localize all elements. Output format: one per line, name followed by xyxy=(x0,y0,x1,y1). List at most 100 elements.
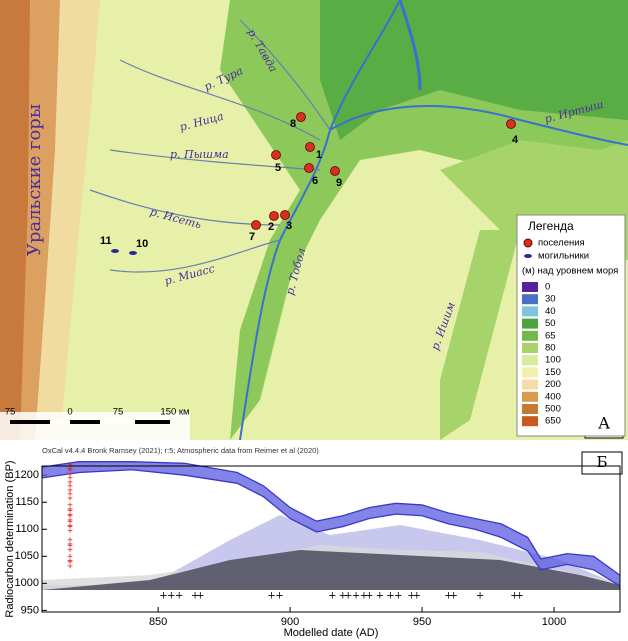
modelled-date: + xyxy=(516,591,524,602)
legend-label: 65 xyxy=(545,330,556,341)
measurement: ‡ xyxy=(67,475,73,487)
distributions xyxy=(42,515,620,590)
plot-frame xyxy=(41,465,621,613)
sites xyxy=(111,112,516,255)
x-axis-title: Modelled date (AD) xyxy=(284,627,379,639)
scale-label: 75 xyxy=(113,407,124,418)
x-tick-label: 950 xyxy=(413,616,431,628)
y-tick-label: 1100 xyxy=(15,523,39,535)
measurement: ‡ xyxy=(67,512,73,524)
measurement: ‡ xyxy=(67,507,73,519)
modelled-date: + xyxy=(167,591,175,602)
modelled-date: + xyxy=(365,591,373,602)
legend-swatch xyxy=(522,391,538,402)
scale-label: 150 км xyxy=(160,407,189,418)
site-label: 9 xyxy=(336,177,342,189)
modelled-date: + xyxy=(339,591,347,602)
legend-swatch xyxy=(522,367,538,378)
site-label: 1 xyxy=(316,149,322,161)
legend-swatch xyxy=(522,379,538,390)
legend-label: 50 xyxy=(545,318,556,329)
legend-label: 0 xyxy=(545,282,550,293)
mountains-label: Уральские горы xyxy=(24,104,45,256)
legend-swatch xyxy=(522,416,538,427)
legend-swatch xyxy=(522,318,538,329)
legend-swatch xyxy=(522,343,538,353)
modelled-date: + xyxy=(444,591,452,602)
modelled-date: + xyxy=(450,591,458,602)
site-label: 8 xyxy=(290,118,296,130)
site-label: 5 xyxy=(275,162,281,174)
site-label: 11 xyxy=(100,235,112,247)
y-tick-label: 1150 xyxy=(15,496,39,508)
chart: 850 900 950 100095010001050110011501200‡‡‡‡… xyxy=(15,461,621,628)
measurement: ‡ xyxy=(67,461,73,473)
measurement: ‡ xyxy=(67,542,73,554)
y-tick-label: 950 xyxy=(21,604,39,616)
legend-label: 40 xyxy=(545,306,556,317)
measurement: ‡ xyxy=(67,558,73,570)
modelled-date: + xyxy=(352,591,360,602)
modelled-date: + xyxy=(196,591,204,602)
scale-label: 75 xyxy=(5,407,16,418)
legend-swatch xyxy=(522,330,538,341)
legend-label: 80 xyxy=(545,343,556,354)
legend-label: 400 xyxy=(545,391,561,402)
calibration-band xyxy=(42,461,620,587)
modelled-date: + xyxy=(328,591,336,602)
legend-swatch xyxy=(522,404,538,414)
legend-swatch xyxy=(522,294,538,305)
measurement: ‡ xyxy=(67,523,73,535)
legend-symbol xyxy=(523,238,533,248)
legend-label: 200 xyxy=(545,379,561,390)
x-tick-label: 850 xyxy=(149,616,167,628)
river-label: р. Пышма xyxy=(170,148,229,161)
calibration-edge xyxy=(41,469,621,587)
y-axis-title: Radiocarbon determination (BP) xyxy=(4,460,16,617)
legend-title: Легенда xyxy=(528,219,574,233)
calibration-edge xyxy=(41,461,621,576)
site-label: 4 xyxy=(512,134,519,146)
modelled-date: + xyxy=(191,591,199,602)
y-tick-label: 1050 xyxy=(15,550,39,562)
modelled-date: + xyxy=(394,591,402,602)
legend-label: 150 xyxy=(545,367,561,378)
modelled-date: + xyxy=(159,591,167,602)
modelled-date: + xyxy=(510,591,518,602)
y-tick-label: 1000 xyxy=(15,577,39,589)
modelled-date: + xyxy=(344,591,352,602)
panel-label: Б xyxy=(596,453,607,471)
site-label: 6 xyxy=(312,175,318,187)
measurement: ‡ xyxy=(67,466,73,478)
chart-header: OxCal v4.4.4 Bronk Ramsey (2021); r:5; A… xyxy=(42,446,319,455)
legend-label: (м) над уровнем моря xyxy=(522,266,618,277)
legend-label: 30 xyxy=(545,294,556,305)
modelled-date: + xyxy=(360,591,368,602)
site-label: 7 xyxy=(249,231,255,243)
x-tick-label: 1000 xyxy=(542,616,566,628)
modelled-date: + xyxy=(275,591,283,602)
measurement: ‡ xyxy=(67,537,73,549)
y-tick-label: 1200 xyxy=(15,469,39,481)
legend-label: 100 xyxy=(545,355,561,366)
site-label: 2 xyxy=(268,221,274,233)
modelled-date: + xyxy=(267,591,275,602)
modelled-date: + xyxy=(407,591,415,602)
scale-label: 0 xyxy=(67,407,72,418)
measurement: ‡ xyxy=(67,553,73,565)
legend-swatch xyxy=(522,282,538,292)
modelled-date: + xyxy=(175,591,183,602)
legend-label: поселения xyxy=(538,238,585,249)
x-tick-label: 900 xyxy=(281,616,299,628)
legend-swatch xyxy=(522,306,538,317)
measurement: ‡ xyxy=(67,483,73,495)
legend-swatch xyxy=(522,355,538,366)
site-label: 10 xyxy=(136,238,148,250)
legend-label: могильники xyxy=(538,251,589,262)
modelled-date: + xyxy=(413,591,421,602)
modelled-date: + xyxy=(376,591,384,602)
legend-label: 650 xyxy=(545,416,561,427)
measurement: ‡ xyxy=(67,502,73,514)
